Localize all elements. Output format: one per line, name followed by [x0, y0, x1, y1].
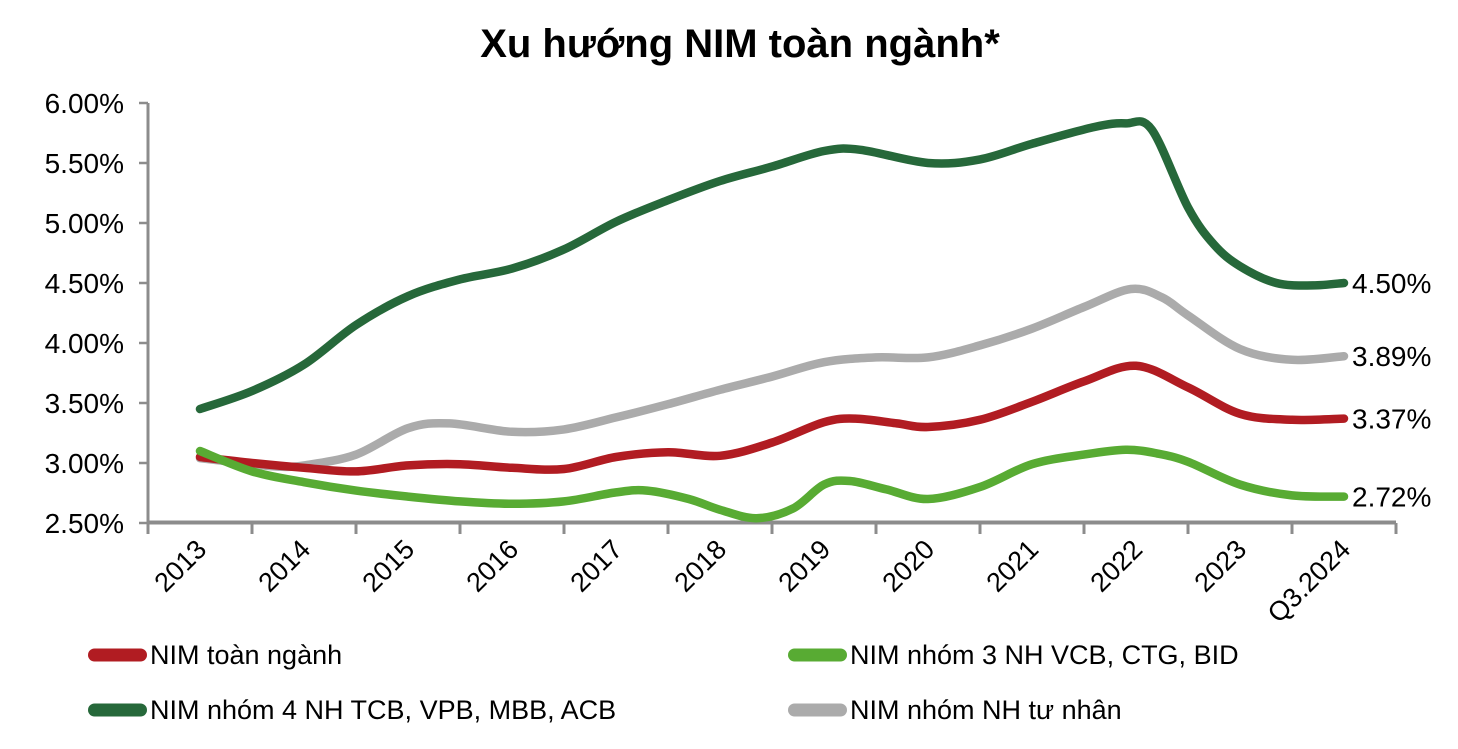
- legend-swatch-nim-nhom-4-nh: [88, 703, 147, 717]
- x-axis-label: 2018: [669, 534, 733, 598]
- series-line-nim-nh-tu-nhan: [195, 284, 1349, 472]
- x-axis-label: 2014: [253, 534, 317, 598]
- x-axis-label: 2019: [773, 534, 837, 598]
- x-axis-label: 2016: [461, 534, 525, 598]
- legend-label-nim-toan-nganh: NIM toàn ngành: [150, 640, 342, 670]
- series-line-nim-nhom-4-nh: [195, 117, 1349, 414]
- x-axis-label: 2023: [1189, 534, 1253, 598]
- legend-swatch-nim-nhom-3-nh: [788, 648, 847, 662]
- y-axis-label: 2.50%: [45, 508, 124, 539]
- x-axis-label: Q3.2024: [1262, 534, 1356, 628]
- series-end-label-nim-nhom-3-nh: 2.72%: [1352, 482, 1431, 513]
- legend-label-nim-nhom-3-nh: NIM nhóm 3 NH VCB, CTG, BID: [850, 640, 1239, 670]
- x-axis-label: 2021: [981, 534, 1045, 598]
- y-axis-label: 5.50%: [45, 148, 124, 179]
- x-axis-label: 2015: [357, 534, 421, 598]
- series-end-label-nim-nhom-4-nh: 4.50%: [1352, 268, 1431, 299]
- y-axis-label: 5.00%: [45, 208, 124, 239]
- y-axis-label: 4.00%: [45, 328, 124, 359]
- y-axis-label: 3.00%: [45, 448, 124, 479]
- y-axis-label: 4.50%: [45, 268, 124, 299]
- series-end-label-nim-toan-nganh: 3.37%: [1352, 404, 1431, 435]
- x-axis-label: 2017: [565, 534, 629, 598]
- y-axis-label: 6.00%: [45, 88, 124, 119]
- legend-label-nim-nh-tu-nhan: NIM nhóm NH tư nhân: [850, 695, 1122, 725]
- legend-label-nim-nhom-4-nh: NIM nhóm 4 NH TCB, VPB, MBB, ACB: [150, 695, 616, 725]
- series-line-nim-toan-nganh: [195, 361, 1349, 476]
- x-axis-label: 2020: [877, 534, 941, 598]
- y-axis-label: 3.50%: [45, 388, 124, 419]
- x-axis-label: 2022: [1085, 534, 1149, 598]
- series-end-label-nim-nh-tu-nhan: 3.89%: [1352, 341, 1431, 372]
- legend-swatch-nim-nh-tu-nhan: [788, 703, 847, 717]
- series-line-nim-nhom-3-nh: [195, 445, 1349, 523]
- chart-title: Xu hướng NIM toàn ngành*: [480, 22, 1000, 66]
- legend-swatch-nim-toan-nganh: [88, 648, 147, 662]
- x-axis-label: 2013: [149, 534, 213, 598]
